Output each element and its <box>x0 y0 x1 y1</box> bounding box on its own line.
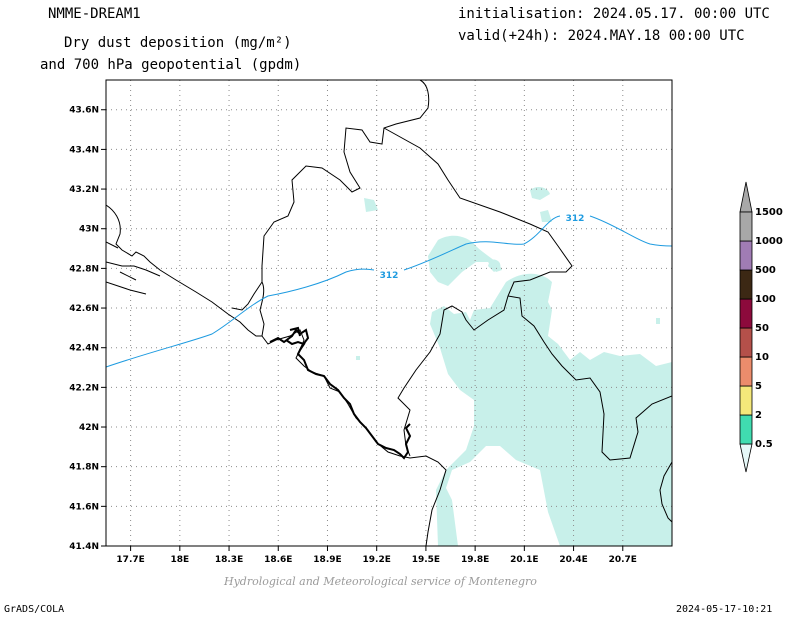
y-tick-label: 41.4N <box>69 542 99 552</box>
y-tick-label: 42.6N <box>69 304 99 314</box>
legend-swatch <box>739 414 753 445</box>
x-tick-label: 18.9E <box>313 555 341 565</box>
contour-label-2: 312 <box>566 214 585 224</box>
legend-upper-triangle <box>739 181 753 213</box>
legend-label: 0.5 <box>755 439 773 450</box>
color-legend: 0.5 2 5 10 50 100 500 1000 1500 <box>739 181 783 473</box>
x-tick-label: 18.3E <box>215 555 243 565</box>
model-name: NMME-DREAM1 <box>48 6 141 22</box>
legend-label: 5 <box>755 381 762 392</box>
legend-swatch <box>739 211 753 242</box>
map-frame <box>105 79 673 547</box>
legend-swatch <box>739 356 753 387</box>
x-tick-label: 20.4E <box>559 555 587 565</box>
credit-text: Hydrological and Meteorological service … <box>224 575 537 588</box>
contour-label-1: 312 <box>380 271 399 281</box>
software-label: GrADS/COLA <box>4 604 65 615</box>
map-area <box>106 80 672 546</box>
x-tick-label: 20.7E <box>609 555 637 565</box>
y-tick-label: 42.8N <box>69 264 99 274</box>
legend-swatch <box>739 327 753 358</box>
y-tick-label: 43N <box>79 225 99 235</box>
longitude-axis: 17.7E 18E 18.3E 18.6E 18.9E 19.2E 19.5E 19.8E 20… <box>116 546 637 565</box>
legend-swatch <box>739 385 753 416</box>
initialisation-time: initialisation: 2024.05.17. 00:00 UTC <box>458 6 770 22</box>
x-tick-label: 18E <box>170 555 189 565</box>
legend-swatch <box>739 269 753 300</box>
y-tick-label: 43.4N <box>69 145 99 155</box>
field-title-line1: Dry dust deposition (mg/m²) <box>64 35 292 51</box>
montenegro-coastline <box>269 326 412 460</box>
y-tick-label: 42.2N <box>69 383 99 393</box>
dust-deposition-shading <box>356 187 672 546</box>
plot-timestamp: 2024-05-17-10:21 <box>676 604 773 615</box>
y-tick-label: 41.8N <box>69 463 99 473</box>
legend-label: 50 <box>755 323 769 334</box>
x-tick-label: 19.2E <box>363 555 391 565</box>
x-tick-label: 18.6E <box>264 555 292 565</box>
coastline-and-borders <box>106 80 672 546</box>
x-tick-label: 19.5E <box>412 555 440 565</box>
legend-label: 1500 <box>755 207 783 218</box>
y-tick-label: 42N <box>79 423 99 433</box>
y-tick-label: 43.6N <box>69 106 99 116</box>
legend-label: 2 <box>755 410 762 421</box>
legend-label: 500 <box>755 265 776 276</box>
y-tick-label: 42.4N <box>69 344 99 354</box>
legend-label: 1000 <box>755 236 783 247</box>
field-title-line2: and 700 hPa geopotential (gpdm) <box>40 57 302 73</box>
legend-lower-triangle <box>739 443 753 473</box>
legend-swatch <box>739 240 753 271</box>
geopotential-contour <box>106 215 672 368</box>
valid-time: valid(+24h): 2024.MAY.18 00:00 UTC <box>458 28 745 44</box>
legend-label: 10 <box>755 352 769 363</box>
y-tick-label: 41.6N <box>69 502 99 512</box>
legend-label: 100 <box>755 294 776 305</box>
y-tick-label: 43.2N <box>69 185 99 195</box>
x-tick-label: 20.1E <box>510 555 538 565</box>
legend-swatch <box>739 298 753 329</box>
x-tick-label: 17.7E <box>116 555 144 565</box>
x-tick-label: 19.8E <box>461 555 489 565</box>
latitude-axis: 41.4N 41.6N 41.8N 42N 42.2N 42.4N 42.6N 42.8N 43… <box>69 106 106 552</box>
